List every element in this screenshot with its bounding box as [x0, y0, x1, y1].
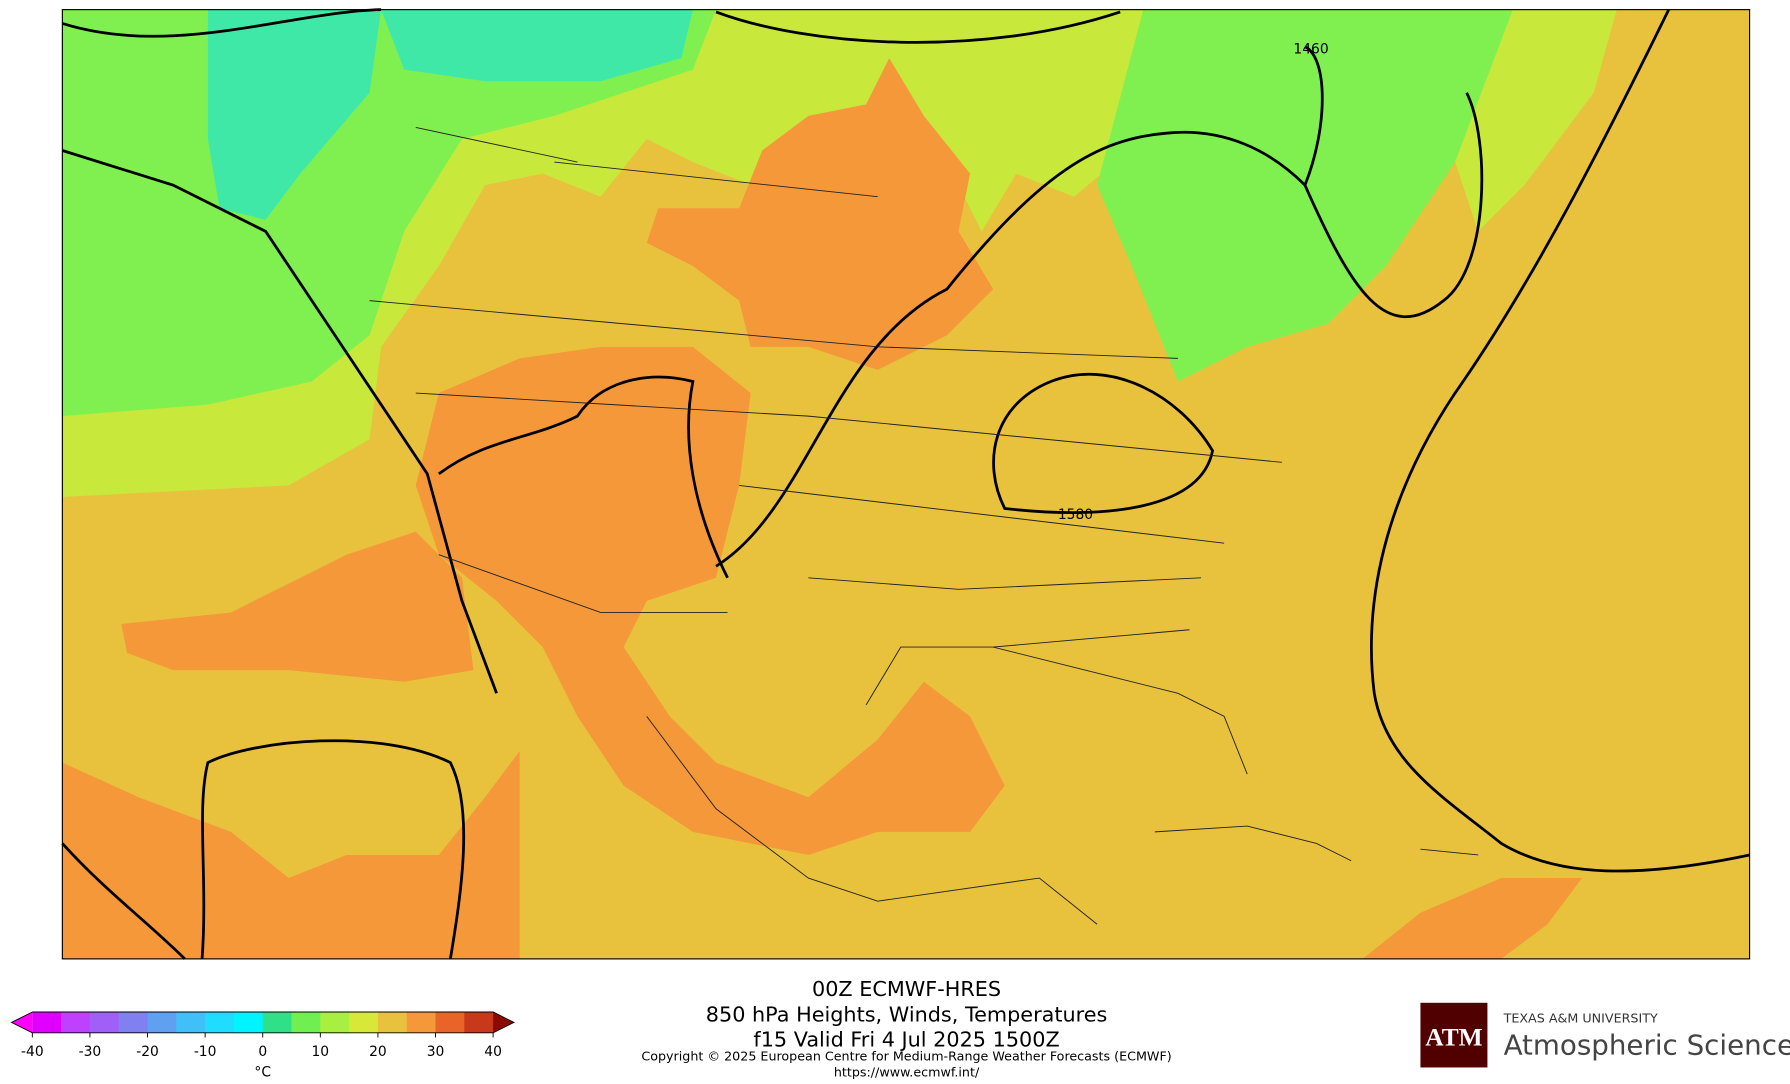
- height-contour: [61, 149, 498, 694]
- logo: ATM TEXAS A&M UNIVERSITY Atmospheric Sci…: [1420, 1002, 1790, 1068]
- colorbar-segment: [89, 1012, 120, 1033]
- colorbar-extend-high: [493, 1012, 514, 1033]
- coastline: [646, 646, 1479, 925]
- title-block: 00Z ECMWF-HRES 850 hPa Heights, Winds, T…: [641, 977, 1171, 1080]
- caribbean-warm: [1362, 878, 1583, 959]
- colorbar-segment: [406, 1012, 437, 1033]
- copyright: Copyright © 2025 European Centre for Med…: [641, 1049, 1171, 1064]
- colorbar-tick-label: -20: [136, 1044, 159, 1060]
- hot-region: [415, 346, 1005, 855]
- height-contour: [1303, 92, 1484, 319]
- colorbar-segment: [435, 1012, 465, 1033]
- logo-university: TEXAS A&M UNIVERSITY: [1503, 1010, 1658, 1025]
- northeast-edge: [1455, 9, 1617, 232]
- colorbar-segment: [349, 1012, 379, 1033]
- colorbar-segment: [118, 1012, 149, 1033]
- pacific-warm: [121, 531, 474, 682]
- colorbar-segment: [32, 1012, 62, 1033]
- colorbar-segment: [205, 1012, 235, 1033]
- colorbar-outline: [10, 1011, 515, 1034]
- warm-region: [646, 58, 994, 370]
- colorbar-tick-label: 40: [484, 1044, 502, 1060]
- logo-mark: ATM: [1425, 1024, 1482, 1052]
- colorbar-tick-label: 10: [312, 1044, 330, 1060]
- title-line: 850 hPa Heights, Winds, Temperatures: [706, 1002, 1108, 1026]
- logo-mark-box: [1420, 1002, 1488, 1068]
- colorbar-segment: [176, 1012, 206, 1033]
- northeast-cool: [1097, 9, 1513, 382]
- colorbar-segment: [147, 1012, 177, 1033]
- logo-department: Atmospheric Sciences: [1504, 1029, 1790, 1062]
- height-contour: [438, 375, 729, 579]
- title-line: 00Z ECMWF-HRES: [812, 977, 1001, 1001]
- height-contour: [61, 8, 1121, 44]
- colorbar-tick-label: -10: [194, 1044, 217, 1060]
- contour-label: 1460: [1293, 42, 1328, 58]
- colorbar-tick-label: -40: [21, 1044, 44, 1060]
- colorbar-tick-label: 0: [258, 1044, 267, 1060]
- title-line: f15 Valid Fri 4 Jul 2025 1500Z: [753, 1028, 1059, 1052]
- map-frame: [61, 9, 1751, 960]
- colorbar-segment: [320, 1012, 350, 1033]
- colorbar-unit: °C: [254, 1065, 271, 1081]
- colorbar-extend-low: [11, 1012, 33, 1033]
- coldest-region: [207, 9, 382, 220]
- colorbar-tick-label: -30: [79, 1044, 102, 1060]
- state-boundary: [369, 126, 1282, 648]
- colorbar-segment: [291, 1012, 321, 1033]
- colorbar: -40 -30 -20 -10 0 10 20 30 40 °C: [10, 1011, 515, 1081]
- mexico-warm: [62, 751, 520, 959]
- colorbar-segment: [377, 1012, 408, 1033]
- height-contour: [61, 739, 466, 960]
- height-contour: [1370, 9, 1750, 873]
- cold-core: [381, 9, 693, 82]
- colorbar-segment: [233, 1012, 264, 1033]
- url: https://www.ecmwf.int/: [834, 1065, 980, 1080]
- colorbar-tick-label: 30: [427, 1044, 445, 1060]
- height-contour: [992, 372, 1215, 514]
- colorbar-segment: [262, 1012, 293, 1033]
- colorbar-segment: [464, 1012, 494, 1033]
- colorbar-tick-label: 20: [369, 1044, 387, 1060]
- height-contour: [715, 45, 1324, 568]
- colorbar-segment: [61, 1012, 91, 1033]
- contour-label: 1580: [1058, 507, 1093, 523]
- map: 1460 1580: [61, 8, 1751, 960]
